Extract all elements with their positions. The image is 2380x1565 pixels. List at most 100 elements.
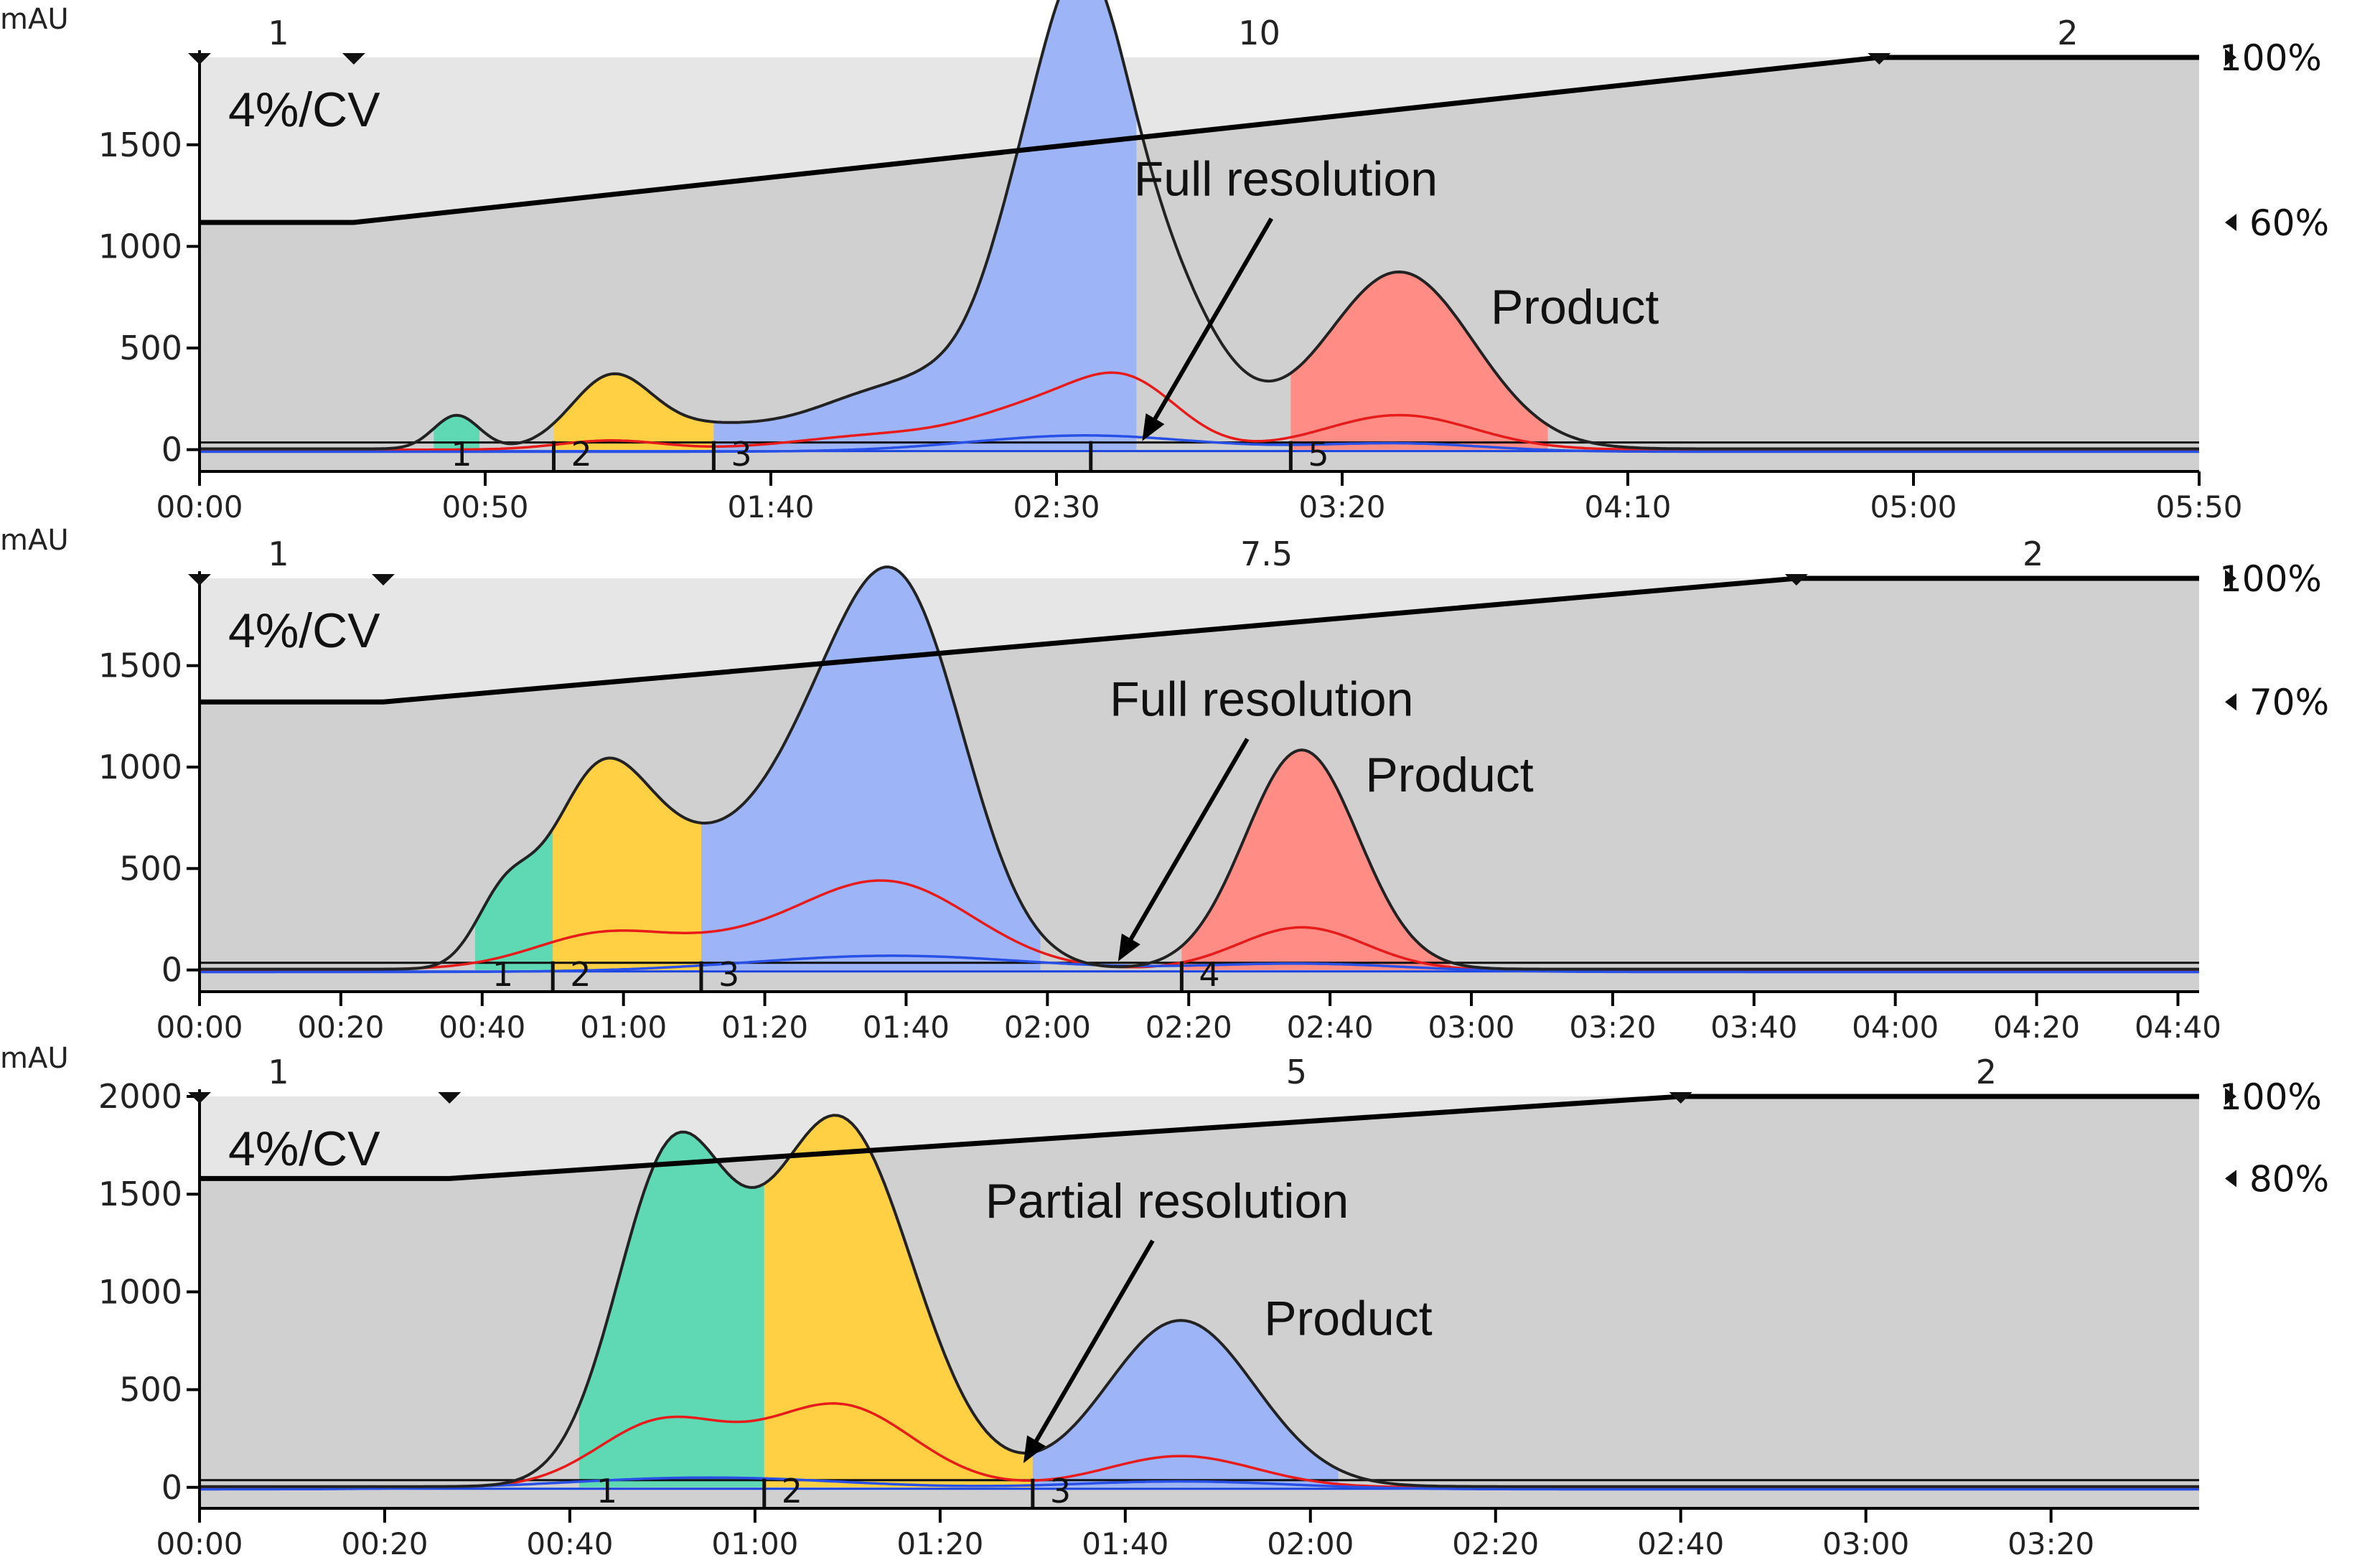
- pct-label-top: 100%: [2219, 1076, 2322, 1118]
- annotation-arrowhead-icon: [1142, 413, 1165, 441]
- y-tick-label: 1500: [98, 647, 182, 685]
- top-marker-icon: [342, 53, 365, 65]
- product-label: Product: [1491, 280, 1659, 334]
- fraction-area-5: [1290, 272, 1548, 450]
- pct-marker-icon: [2225, 1088, 2236, 1105]
- y-tick-label: 1000: [98, 748, 182, 786]
- top-marker-icon: [438, 1092, 462, 1104]
- x-tick-label: 01:40: [727, 489, 814, 525]
- fraction-area-4: [1181, 750, 1451, 970]
- x-tick-label: 00:50: [441, 489, 528, 525]
- y-unit-label: mAU: [0, 524, 69, 557]
- top-label-mid: 5: [1286, 1053, 1307, 1091]
- fraction-area-2: [553, 758, 701, 970]
- y-unit-label: mAU: [0, 3, 69, 36]
- gradient-slope-label: 4%/CV: [228, 1122, 380, 1176]
- pct-marker-icon: [2225, 1170, 2236, 1188]
- x-tick-label: 02:40: [1287, 1010, 1374, 1045]
- y-tick-label: 0: [161, 951, 182, 990]
- top-label-mid: 7.5: [1240, 535, 1293, 573]
- pct-label-start: 80%: [2249, 1158, 2329, 1200]
- x-tick-label: 03:20: [1569, 1010, 1656, 1045]
- fraction-area-2: [553, 373, 714, 450]
- y-tick-label: 1000: [98, 227, 182, 265]
- x-tick-label: 05:50: [2155, 489, 2242, 525]
- top-label-start: 1: [268, 1053, 289, 1091]
- top-marker-icon: [1784, 574, 1808, 586]
- fraction-number-1: 1: [451, 435, 472, 474]
- x-tick-label: 02:00: [1004, 1010, 1091, 1045]
- x-tick-label: 03:20: [2007, 1526, 2094, 1561]
- y-tick-label: 1500: [98, 126, 182, 164]
- x-tick-label: 02:40: [1637, 1526, 1724, 1561]
- product-label: Product: [1264, 1291, 1432, 1345]
- annotation-arrowhead-icon: [1023, 1435, 1046, 1463]
- chart-panel-3: 1 2 3 0 500 1000 1500 2000 00:00 00:20 00:40 01:00 0…: [0, 1042, 2329, 1561]
- fraction-number-5: 5: [1308, 435, 1329, 474]
- x-tick-label: 00:20: [341, 1526, 428, 1561]
- fraction-number-3: 3: [1050, 1472, 1071, 1510]
- top-marker-icon: [188, 574, 211, 586]
- x-tick-label: 01:40: [863, 1010, 950, 1045]
- y-unit-label: mAU: [0, 1042, 69, 1075]
- fraction-number-4: 4: [1199, 955, 1219, 994]
- x-tick-label: 01:40: [1082, 1526, 1168, 1561]
- x-tick-label: 02:30: [1013, 489, 1100, 525]
- pct-marker-icon: [2225, 49, 2236, 66]
- fraction-area-1: [434, 415, 479, 450]
- y-tick-label: 2000: [98, 1077, 182, 1116]
- pct-label-top: 100%: [2219, 558, 2322, 600]
- x-tick-label: 00:40: [439, 1010, 525, 1045]
- fraction-area-3: [701, 567, 1041, 970]
- gradient-line: [200, 1094, 2199, 1181]
- x-tick-label: 00:00: [156, 489, 243, 525]
- x-tick-label: 03:20: [1298, 489, 1385, 525]
- y-tick-label: 500: [119, 849, 182, 888]
- y-tick-label: 500: [119, 1371, 182, 1409]
- plot-background-upper: [200, 57, 2199, 222]
- pct-marker-icon: [2225, 693, 2236, 711]
- product-label: Product: [1365, 748, 1533, 802]
- y-tick-label: 0: [161, 431, 182, 469]
- x-tick-label: 01:00: [711, 1526, 798, 1561]
- top-label-end: 2: [1976, 1053, 1997, 1091]
- y-tick-label: 500: [119, 329, 182, 367]
- annotation-arrowhead-icon: [1118, 934, 1140, 962]
- fraction-area-2: [764, 1115, 1033, 1488]
- trace-blue: [200, 1476, 2199, 1491]
- x-tick-label: 03:00: [1822, 1526, 1909, 1561]
- fraction-area-3: [713, 0, 1137, 450]
- top-marker-icon: [371, 574, 395, 586]
- gradient-line: [200, 55, 2199, 225]
- fraction-area-1: [474, 828, 553, 970]
- x-tick-label: 01:20: [721, 1010, 808, 1045]
- pct-label-start: 60%: [2249, 202, 2329, 244]
- fraction-number-3: 3: [718, 955, 739, 994]
- fraction-number-1: 1: [492, 955, 513, 994]
- x-tick-label: 02:20: [1146, 1010, 1232, 1045]
- plot-background-upper: [200, 578, 2199, 702]
- top-label-mid: 10: [1238, 14, 1280, 52]
- x-tick-label: 02:20: [1452, 1526, 1539, 1561]
- x-tick-label: 03:00: [1428, 1010, 1514, 1045]
- top-label-start: 1: [268, 535, 289, 573]
- annotation-arrow: [1146, 217, 1273, 433]
- fraction-area-1: [578, 1132, 764, 1488]
- x-tick-label: 04:20: [1993, 1010, 2080, 1045]
- chart-panel-2: 1 2 3 4 0 500 1000 1500 00:00 00:20 00:40 01:00 01:2…: [0, 524, 2329, 1045]
- annotation-label: Partial resolution: [985, 1174, 1349, 1228]
- pct-marker-icon: [2225, 570, 2236, 587]
- top-label-end: 2: [2023, 535, 2043, 573]
- pct-label-start: 70%: [2249, 682, 2329, 723]
- top-label-end: 2: [2057, 14, 2078, 52]
- gradient-slope-label: 4%/CV: [228, 83, 380, 137]
- annotation-label: Full resolution: [1110, 672, 1413, 727]
- fraction-number-2: 2: [570, 955, 591, 994]
- x-tick-label: 04:10: [1584, 489, 1671, 525]
- annotation-label: Full resolution: [1134, 152, 1438, 207]
- top-marker-icon: [1669, 1092, 1692, 1104]
- top-marker-icon: [188, 1092, 211, 1104]
- x-tick-label: 00:00: [156, 1010, 243, 1045]
- fraction-number-2: 2: [571, 435, 592, 474]
